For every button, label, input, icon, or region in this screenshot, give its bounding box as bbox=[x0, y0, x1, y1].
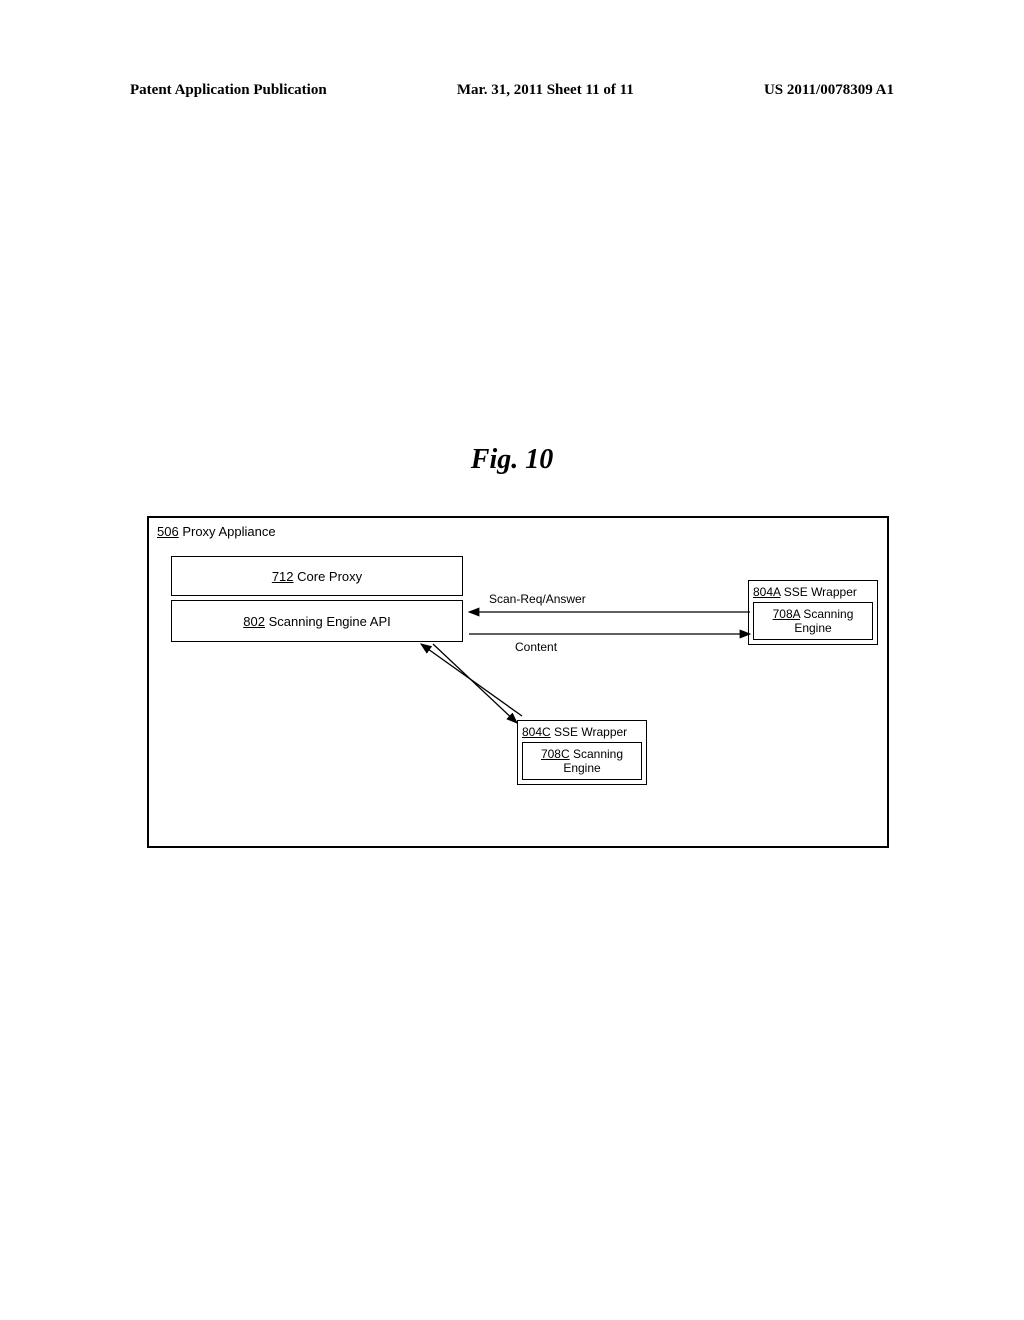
page-header: Patent Application Publication Mar. 31, … bbox=[130, 82, 894, 99]
scanning-engine-a-text: Scanning Engine bbox=[794, 607, 853, 635]
content-label: Content bbox=[515, 640, 557, 654]
scan-req-label: Scan-Req/Answer bbox=[489, 592, 586, 606]
header-left: Patent Application Publication bbox=[130, 82, 327, 99]
scanning-engine-a-ref: 708A bbox=[773, 607, 800, 621]
sse-wrapper-c-text: SSE Wrapper bbox=[554, 725, 627, 739]
sse-wrapper-a-text: SSE Wrapper bbox=[784, 585, 857, 599]
scanning-engine-c-ref: 708C bbox=[541, 747, 570, 761]
header-right: US 2011/0078309 A1 bbox=[764, 82, 894, 99]
proxy-appliance-text: Proxy Appliance bbox=[182, 524, 275, 539]
scanning-engine-c-box: 708C Scanning Engine bbox=[522, 742, 642, 780]
proxy-appliance-label: 506 Proxy Appliance bbox=[157, 524, 276, 539]
sse-wrapper-a-box: 804A SSE Wrapper 708A Scanning Engine bbox=[748, 580, 878, 645]
proxy-appliance-box: 506 Proxy Appliance 712 Core Proxy 802 S… bbox=[147, 516, 889, 848]
scanning-api-box: 802 Scanning Engine API bbox=[171, 600, 463, 642]
header-center: Mar. 31, 2011 Sheet 11 of 11 bbox=[457, 82, 634, 99]
sse-wrapper-a-ref: 804A bbox=[753, 585, 780, 599]
sse-wrapper-c-box: 804C SSE Wrapper 708C Scanning Engine bbox=[517, 720, 647, 785]
scanning-api-ref: 802 bbox=[243, 614, 265, 629]
figure-title: Fig. 10 bbox=[0, 444, 1024, 476]
sse-wrapper-c-ref: 804C bbox=[522, 725, 551, 739]
scanning-api-text: Scanning Engine API bbox=[269, 614, 391, 629]
proxy-appliance-ref: 506 bbox=[157, 524, 179, 539]
core-proxy-ref: 712 bbox=[272, 569, 294, 584]
core-proxy-text: Core Proxy bbox=[297, 569, 362, 584]
sse-wrapper-a-label: 804A SSE Wrapper bbox=[753, 585, 873, 599]
scanning-engine-a-box: 708A Scanning Engine bbox=[753, 602, 873, 640]
scanning-engine-c-text: Scanning Engine bbox=[563, 747, 623, 775]
core-proxy-box: 712 Core Proxy bbox=[171, 556, 463, 596]
sse-wrapper-c-label: 804C SSE Wrapper bbox=[522, 725, 642, 739]
